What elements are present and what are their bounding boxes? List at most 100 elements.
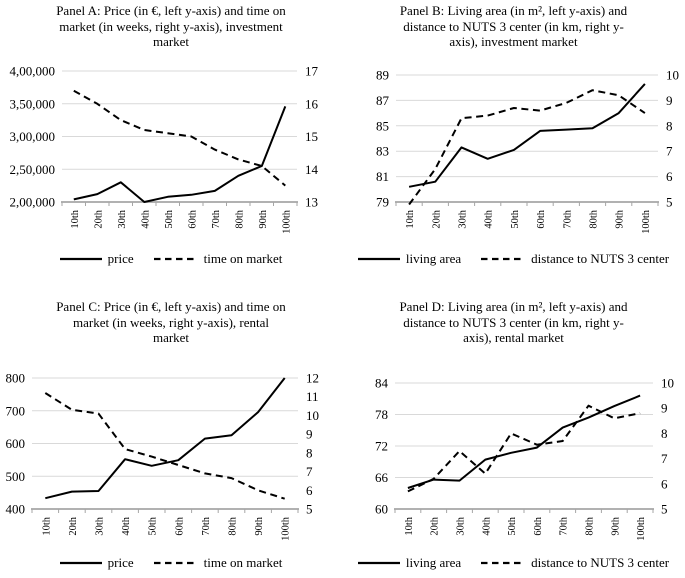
- title-line: market: [152, 34, 190, 50]
- svg-text:30th: 30th: [117, 209, 128, 228]
- svg-text:16: 16: [305, 96, 319, 111]
- svg-text:17: 17: [305, 64, 319, 79]
- svg-text:50th: 50th: [510, 209, 521, 228]
- panel-a-legend: price time on market: [0, 251, 342, 267]
- svg-text:11: 11: [306, 389, 319, 404]
- svg-text:6: 6: [306, 483, 313, 498]
- svg-text:80th: 80th: [585, 516, 596, 535]
- svg-text:87: 87: [376, 93, 390, 108]
- svg-text:9: 9: [661, 401, 668, 416]
- svg-text:10: 10: [306, 408, 319, 423]
- svg-text:70th: 70th: [559, 516, 570, 535]
- svg-text:90th: 90th: [254, 516, 265, 535]
- legend-label: living area: [405, 555, 462, 570]
- svg-text:60: 60: [375, 502, 388, 517]
- svg-text:9: 9: [306, 427, 313, 442]
- svg-text:84: 84: [375, 376, 389, 391]
- panel-d-title: Panel D: Living area (in m², left y-axis…: [342, 299, 685, 346]
- dashed-line-sample: [153, 257, 198, 261]
- svg-text:80th: 80th: [234, 209, 245, 228]
- svg-text:8: 8: [661, 426, 668, 441]
- legend-item: time on market: [153, 555, 282, 571]
- title-line: market: [152, 330, 190, 346]
- svg-text:100th: 100th: [641, 209, 652, 234]
- svg-text:20th: 20th: [430, 516, 441, 535]
- title-line: Panel A: Price (in €, left y-axis) and t…: [56, 3, 286, 18]
- title-line: axis), investment market: [449, 34, 578, 50]
- svg-text:80th: 80th: [228, 516, 239, 535]
- svg-text:40th: 40th: [140, 209, 151, 228]
- svg-text:3,00,000: 3,00,000: [10, 129, 56, 144]
- title-line: Panel D: Living area (in m², left y-axis…: [399, 299, 628, 314]
- dashed-line-sample: [481, 561, 526, 565]
- legend-item: living area: [357, 555, 462, 571]
- svg-text:60th: 60th: [174, 516, 185, 535]
- svg-text:100th: 100th: [636, 516, 647, 541]
- svg-text:70th: 70th: [201, 516, 212, 535]
- svg-text:10: 10: [666, 68, 679, 83]
- dashed-line-sample: [153, 561, 198, 565]
- panel-b: Panel B: Living area (in m², left y-axis…: [342, 0, 685, 289]
- svg-text:30th: 30th: [458, 209, 469, 228]
- legend-item: price: [59, 555, 134, 571]
- svg-text:20th: 20th: [431, 209, 442, 228]
- svg-text:7: 7: [306, 464, 313, 479]
- svg-text:40th: 40th: [121, 516, 132, 535]
- svg-text:90th: 90th: [258, 209, 269, 228]
- svg-text:15: 15: [305, 129, 318, 144]
- svg-text:70th: 70th: [562, 209, 573, 228]
- svg-text:78: 78: [375, 407, 388, 422]
- svg-text:40th: 40th: [484, 209, 495, 228]
- svg-text:3,50,000: 3,50,000: [10, 96, 56, 111]
- panel-d-legend: living area distance to NUTS 3 center: [342, 555, 685, 571]
- panel-c-chart: 400 500 600 700 800 5 6 7 8 9 10 11 12 10th 20th 30th 40…: [6, 371, 320, 541]
- svg-text:90th: 90th: [615, 209, 626, 228]
- title-line: distance to NUTS 3 center (in km, right …: [403, 314, 624, 330]
- panel-a-title: Panel A: Price (in €, left y-axis) and t…: [0, 3, 342, 50]
- svg-text:70th: 70th: [211, 209, 222, 228]
- legend-label: price: [107, 555, 134, 570]
- title-line: market (in weeks, right y-axis), investm…: [59, 18, 283, 34]
- panel-d: Panel D: Living area (in m², left y-axis…: [342, 289, 685, 578]
- svg-text:14: 14: [305, 162, 319, 177]
- svg-text:80th: 80th: [589, 209, 600, 228]
- svg-text:5: 5: [666, 195, 673, 210]
- legend-item: distance to NUTS 3 center: [481, 251, 669, 267]
- svg-text:2,00,000: 2,00,000: [10, 195, 56, 210]
- svg-text:50th: 50th: [148, 516, 159, 535]
- svg-text:10th: 10th: [404, 516, 415, 535]
- svg-text:100th: 100th: [281, 209, 292, 234]
- svg-text:40th: 40th: [481, 516, 492, 535]
- svg-text:5: 5: [306, 502, 313, 517]
- svg-text:8: 8: [666, 118, 673, 133]
- panel-c-title: Panel C: Price (in €, left y-axis) and t…: [0, 299, 342, 346]
- legend-label: price: [107, 251, 134, 266]
- panel-c-legend: price time on market: [0, 555, 342, 571]
- svg-text:30th: 30th: [456, 516, 467, 535]
- svg-text:800: 800: [6, 371, 26, 386]
- svg-text:10th: 10th: [405, 209, 416, 228]
- svg-text:7: 7: [666, 144, 673, 159]
- svg-text:12: 12: [306, 371, 319, 386]
- panel-c: Panel C: Price (in €, left y-axis) and t…: [0, 289, 342, 578]
- svg-text:2,50,000: 2,50,000: [10, 162, 56, 177]
- svg-text:90th: 90th: [610, 516, 621, 535]
- svg-text:10th: 10th: [41, 516, 52, 535]
- solid-line-sample: [59, 561, 102, 565]
- svg-text:81: 81: [376, 169, 389, 184]
- title-line: Panel C: Price (in €, left y-axis) and t…: [56, 299, 286, 314]
- svg-text:60th: 60th: [536, 209, 547, 228]
- title-line: Panel B: Living area (in m², left y-axis…: [399, 3, 628, 18]
- svg-text:13: 13: [305, 195, 318, 210]
- solid-line-sample: [357, 257, 400, 261]
- svg-text:8: 8: [306, 445, 313, 460]
- svg-text:66: 66: [375, 470, 389, 485]
- svg-text:20th: 20th: [93, 209, 104, 228]
- title-line: market (in weeks, right y-axis), rental: [72, 314, 269, 330]
- svg-text:400: 400: [6, 502, 26, 517]
- svg-text:4,00,000: 4,00,000: [10, 64, 56, 79]
- svg-text:6: 6: [661, 476, 668, 491]
- svg-text:9: 9: [666, 93, 673, 108]
